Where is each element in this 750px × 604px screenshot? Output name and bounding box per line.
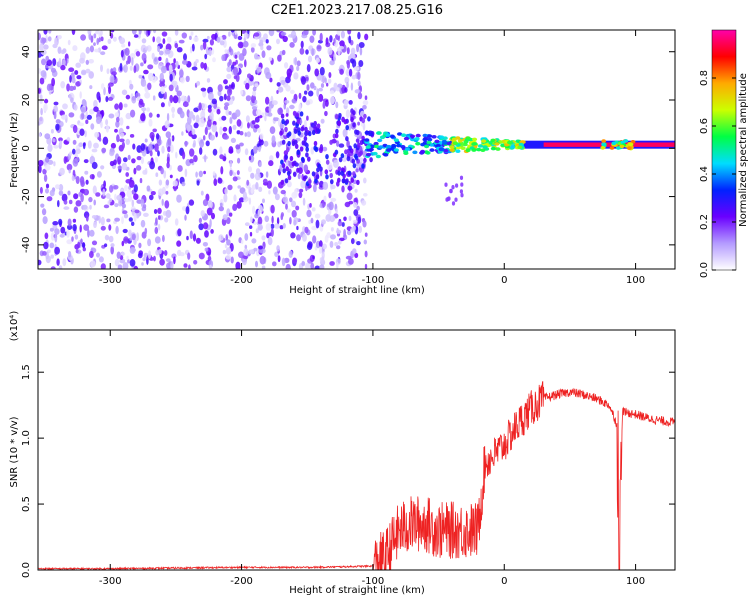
colorbar-tick-label: 0.4 [699, 166, 710, 182]
colorbar-tick-label: 0.0 [699, 262, 710, 278]
figure-title: C2E1.2023.217.08.25.G16 [271, 3, 443, 18]
colorbar-label: Normalized spectral amplitude [738, 73, 749, 227]
x-tick-label: -300 [99, 275, 122, 286]
y-tick-label: 20 [21, 94, 32, 107]
y-tick-label: 1.0 [21, 430, 32, 446]
snr-panel: -300 -200 -100 0 100 0.0 0.5 1.0 1.5 Height of s… [9, 311, 676, 596]
snr-background [38, 330, 675, 570]
snr-frame [37, 329, 676, 571]
x-tick-label: 100 [626, 275, 645, 286]
y-tick-label: 0.5 [21, 496, 32, 512]
x-tick-label: 0 [501, 576, 507, 587]
x-tick-label: 0 [501, 275, 507, 286]
spectrogram-x-label: Height of straight line (km) [289, 285, 425, 296]
spectrogram-heatmap [38, 30, 675, 269]
snr-x-label: Height of straight line (km) [289, 585, 425, 596]
y-tick-label: 1.5 [21, 364, 32, 380]
colorbar-gradient [712, 30, 736, 270]
colorbar: 0.0 0.2 0.4 0.6 0.8 Normalized spectral ampl… [699, 29, 749, 278]
colorbar-ticks: 0.0 0.2 0.4 0.6 0.8 [699, 29, 737, 278]
y-tick-label: -20 [21, 188, 32, 204]
x-tick-label: 100 [626, 576, 645, 587]
colorbar-tick-label: 0.6 [699, 118, 710, 134]
snr-y-label: SNR (10 * v/v) [9, 416, 20, 487]
y-tick-label: 0 [21, 145, 32, 151]
y-tick-label: 0.0 [21, 562, 32, 578]
y-tick-label: -40 [21, 237, 32, 253]
spectrogram-frame [37, 29, 676, 270]
snr-y-multiplier: (x10⁴) [9, 311, 20, 342]
x-tick-label: -300 [99, 576, 122, 587]
spectrogram-y-label: Frequency (Hz) [9, 112, 20, 188]
x-tick-label: -200 [230, 275, 253, 286]
y-tick-label: 40 [21, 45, 32, 58]
x-tick-label: -100 [362, 576, 385, 587]
snr-series-line [38, 381, 675, 570]
x-tick-label: -200 [230, 576, 253, 587]
colorbar-tick-label: 0.8 [699, 70, 710, 86]
x-tick-label: -100 [362, 275, 385, 286]
snr-axes: -300 -200 -100 0 100 0.0 0.5 1.0 1.5 [21, 330, 675, 587]
colorbar-tick-label: 0.2 [699, 214, 710, 230]
